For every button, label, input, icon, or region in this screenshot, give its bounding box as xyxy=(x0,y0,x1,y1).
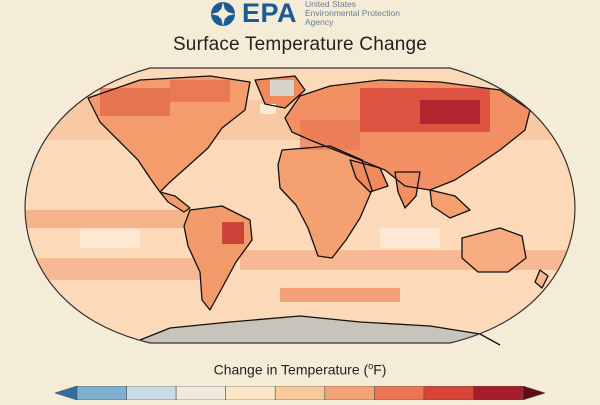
epa-wordmark: EPA xyxy=(242,0,298,28)
hotspot-brazil xyxy=(222,222,244,244)
map-fill xyxy=(25,68,575,343)
scale-bin xyxy=(473,386,524,400)
agency-name: United States Environmental Protection A… xyxy=(305,0,400,27)
scale-bin xyxy=(225,386,276,400)
map-title: Surface Temperature Change xyxy=(172,34,428,55)
agency-line-2: Environmental Protection xyxy=(305,8,400,18)
legend-title-prefix: Change in Temperature ( xyxy=(213,361,369,378)
scale-bin xyxy=(374,386,425,400)
scale-bin xyxy=(522,386,545,400)
ocean-cool-patch xyxy=(80,230,140,248)
cool-patch-atlantic xyxy=(260,104,276,114)
hotspot-canada xyxy=(100,88,170,116)
hotspot-siberia-core xyxy=(420,100,480,124)
ocean-band xyxy=(25,210,230,228)
hotspot-europe xyxy=(300,120,360,150)
scale-bin xyxy=(423,386,474,400)
ocean-band xyxy=(25,258,220,280)
scale-bin xyxy=(274,386,326,400)
legend-title-degree: o xyxy=(368,361,374,371)
central-america xyxy=(160,192,190,212)
hotspot-arctic-canada xyxy=(170,80,230,102)
australia xyxy=(462,228,526,272)
scale-bin xyxy=(76,386,127,400)
scale-bin xyxy=(55,386,78,400)
scale-bin xyxy=(175,386,226,400)
coastlines xyxy=(87,75,549,346)
agency-line-1: United States xyxy=(305,0,357,9)
ocean-cool-patch xyxy=(380,228,440,248)
ocean-band xyxy=(240,250,575,270)
scale-bin xyxy=(324,386,375,400)
legend-title-suffix: F) xyxy=(373,361,387,378)
no-data-patch xyxy=(270,80,294,96)
antarctica xyxy=(140,316,500,343)
scale-bin xyxy=(126,386,177,400)
agency-line-3: Agency xyxy=(305,17,334,27)
ocean-band xyxy=(280,288,400,302)
epa-flower-icon xyxy=(211,1,235,26)
legend-title: Change in Temperature (oF) xyxy=(0,361,600,378)
color-scale xyxy=(55,386,545,400)
africa xyxy=(278,146,372,258)
globe-outline xyxy=(24,67,576,344)
epa-logo: EPA United States Environmental Protecti… xyxy=(210,0,400,27)
